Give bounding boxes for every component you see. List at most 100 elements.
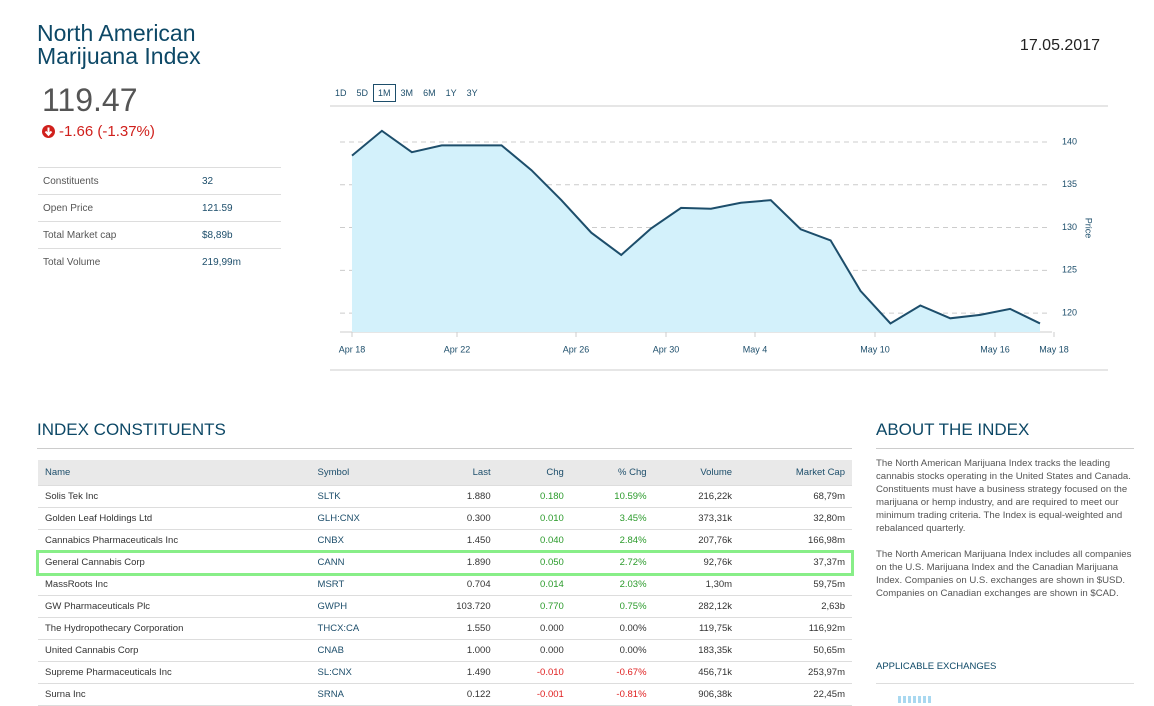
table-cell: 183,35k [653, 639, 740, 662]
exchange-logo [898, 696, 931, 703]
table-cell: 1.550 [411, 617, 498, 640]
stat-row: Constituents 32 [38, 167, 281, 194]
table-cell: 1.490 [411, 661, 498, 684]
table-cell: 2.03% [570, 573, 654, 596]
table-cell: 0.122 [411, 683, 498, 706]
table-row: Supreme Pharmaceuticals Inc SL:CNX 1.490 -0… [38, 661, 852, 684]
chart: Price 120 125 130 135 140 Apr 18 Apr 22 Apr 26 A… [330, 105, 1108, 371]
table-cell: 10.59% [570, 485, 654, 508]
table-cell: GW Pharmaceuticals Plc [38, 595, 311, 618]
table-row: Golden Leaf Holdings Ltd GLH:CNX 0.300 0.01… [38, 507, 852, 530]
table-cell: 1.890 [411, 551, 498, 574]
table-cell: 0.180 [497, 485, 571, 508]
stat-row: Open Price 121.59 [38, 194, 281, 221]
table-cell: 0.014 [497, 573, 571, 596]
table-cell: SL:CNX [310, 661, 412, 684]
change: -1.66 (-1.37%) [42, 123, 155, 140]
x-tick-label: May 18 [1039, 344, 1069, 354]
table-cell: CNBX [310, 529, 412, 552]
table-cell: 1.450 [411, 529, 498, 552]
table-cell: 0.00% [570, 617, 654, 640]
date: 17.05.2017 [1019, 37, 1100, 54]
stat-label: Open Price [43, 202, 94, 214]
table-cell: MassRoots Inc [38, 573, 311, 596]
x-tick-label: May 4 [743, 344, 768, 354]
table-cell: -0.001 [497, 683, 571, 706]
x-tick-label: Apr 26 [563, 344, 590, 354]
range-button[interactable]: 3M [400, 88, 414, 98]
table-cell: 3.45% [570, 507, 654, 530]
table-cell: 0.040 [497, 529, 571, 552]
table-cell: CANN [310, 551, 412, 574]
y-tick-label: 120 [1062, 308, 1077, 318]
column-header: Symbol [310, 460, 412, 486]
section-title: INDEX CONSTITUENTS [37, 420, 226, 439]
y-tick-label: 125 [1062, 265, 1077, 275]
range-button[interactable]: 1D [335, 88, 347, 98]
y-tick-label: 140 [1062, 136, 1077, 146]
table-row: Surna Inc SRNA 0.122 -0.001 -0.81% 906,38k 22,… [38, 683, 852, 706]
table-cell: Golden Leaf Holdings Ltd [38, 507, 311, 530]
table-cell: Supreme Pharmaceuticals Inc [38, 661, 311, 684]
column-header: Volume [653, 460, 740, 486]
stat-label: Total Market cap [43, 229, 117, 241]
table-row: The Hydropothecary Corporation THCX:CA 1.5… [38, 617, 852, 640]
x-tick-label: Apr 18 [339, 344, 366, 354]
table-cell: 32,80m [739, 507, 852, 530]
table-row: Cannabics Pharmaceuticals Inc CNBX 1.450 0.… [38, 529, 852, 552]
change-text: -1.66 (-1.37%) [59, 123, 155, 140]
area [352, 130, 1040, 332]
exchanges-title: APPLICABLE EXCHANGES [876, 661, 997, 672]
range-button[interactable]: 3Y [466, 88, 478, 98]
stat-value: 121.59 [202, 202, 233, 214]
table-cell: 0.00% [570, 639, 654, 662]
table-cell: 2.72% [570, 551, 654, 574]
table-cell: 2,63b [739, 595, 852, 618]
index-title: North American Marijuana Index [37, 20, 201, 69]
x-tick-label: Apr 22 [444, 344, 471, 354]
table-cell: SLTK [310, 485, 412, 508]
table-cell: GLH:CNX [310, 507, 412, 530]
table-cell: 22,45m [739, 683, 852, 706]
table-cell: 0.300 [411, 507, 498, 530]
table-cell: 119,75k [653, 617, 740, 640]
table-cell: 50,65m [739, 639, 852, 662]
constituents-table: Name Symbol Last Chg% Chg Volume Market Cap So… [36, 460, 854, 706]
range-button[interactable]: 1M [373, 84, 396, 102]
table-cell: SRNA [310, 683, 412, 706]
range-button[interactable]: 1Y [445, 88, 457, 98]
divider [37, 448, 852, 449]
section-title: ABOUT THE INDEX [876, 420, 1030, 439]
x-tick-label: Apr 30 [653, 344, 680, 354]
stat-value: $8,89b [202, 229, 233, 241]
table-cell: General Cannabis Corp [38, 551, 311, 574]
column-header: % Chg [570, 460, 654, 486]
table-cell: 68,79m [739, 485, 852, 508]
table-row: GW Pharmaceuticals Plc GWPH 103.720 0.770 0.… [38, 595, 852, 618]
table-cell: 116,92m [739, 617, 852, 640]
range-button[interactable]: 6M [423, 88, 436, 98]
table-cell: 1,30m [653, 573, 740, 596]
y-tick-label: 135 [1062, 179, 1077, 189]
table-cell: 373,31k [653, 507, 740, 530]
table-cell: 92,76k [653, 551, 740, 574]
x-tick-label: May 16 [980, 344, 1010, 354]
table-row: United Cannabis Corp CNAB 1.000 0.000 0.00% 1… [38, 639, 852, 662]
column-header: Chg [497, 460, 571, 486]
column-header: Last [411, 460, 498, 486]
y-tick-label: 130 [1062, 222, 1077, 232]
table-cell: 166,98m [739, 529, 852, 552]
stat-value: 32 [202, 175, 214, 187]
stat-label: Total Volume [43, 256, 101, 268]
table-cell: -0.67% [570, 661, 654, 684]
table-row: MassRoots Inc MSRT 0.704 0.014 2.03% 1,30m 59,… [38, 573, 852, 596]
table-cell: 2.84% [570, 529, 654, 552]
range-button[interactable]: 5D [356, 88, 369, 98]
table-cell: 1.000 [411, 639, 498, 662]
down-icon [42, 125, 55, 138]
table-cell: 456,71k [653, 661, 740, 684]
about-paragraph: The North American Marijuana Index track… [876, 458, 1131, 534]
table-cell: 253,97m [739, 661, 852, 684]
stat-row: Total Market cap $8,89b [38, 221, 281, 248]
